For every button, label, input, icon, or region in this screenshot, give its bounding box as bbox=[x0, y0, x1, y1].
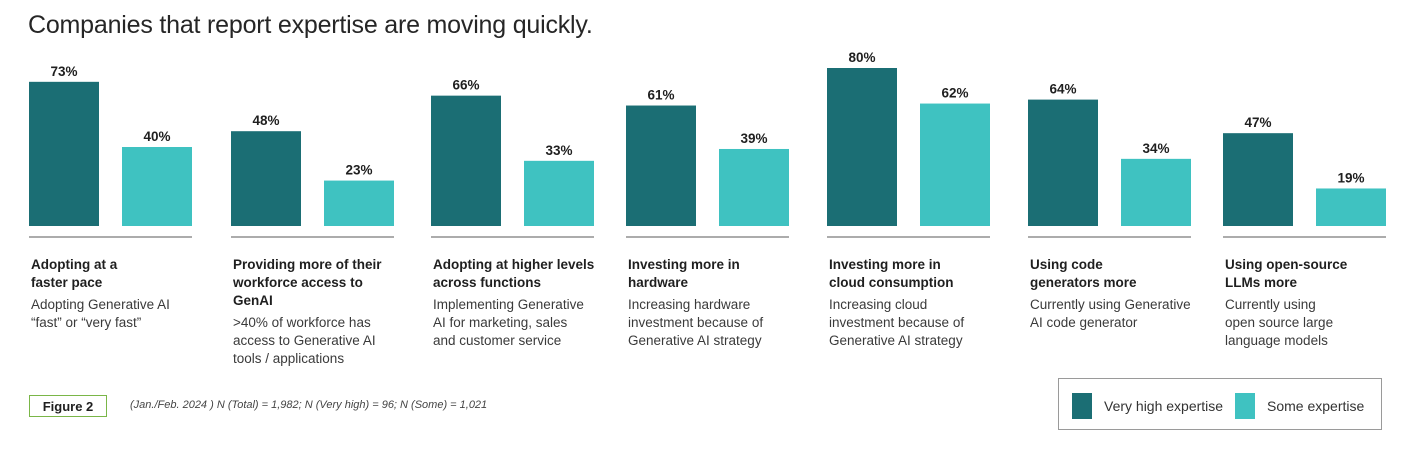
legend-item-some: Some expertise bbox=[1235, 393, 1364, 419]
legend-swatch-some bbox=[1235, 393, 1255, 419]
legend-label-some: Some expertise bbox=[1267, 398, 1365, 414]
category-panel: Using code generators more Currently usin… bbox=[1030, 256, 1205, 332]
bar-value-label: 19% bbox=[1337, 170, 1364, 185]
category-description: Implementing Generative AI for marketing… bbox=[433, 297, 584, 348]
bar-some bbox=[324, 180, 394, 226]
bar-value-label: 39% bbox=[740, 131, 767, 146]
category-heading: Investing more in hardware bbox=[628, 257, 740, 290]
chart-title: Companies that report expertise are movi… bbox=[28, 11, 593, 39]
category-heading: Adopting at a faster pace bbox=[31, 257, 118, 290]
category-description: Increasing cloud investment because of G… bbox=[829, 297, 965, 348]
bar-value-label: 73% bbox=[50, 64, 77, 79]
bar-very-high bbox=[29, 81, 99, 226]
figure-label: Figure 2 bbox=[29, 395, 107, 417]
category-description: Increasing hardware investment because o… bbox=[628, 297, 764, 348]
bar-value-label: 48% bbox=[252, 113, 279, 128]
bar-some bbox=[1121, 158, 1191, 226]
bar-some bbox=[1316, 188, 1386, 226]
category-description: Adopting Generative AI “fast” or “very f… bbox=[31, 297, 170, 330]
bar-some bbox=[719, 148, 789, 226]
category-heading: Using code generators more bbox=[1030, 257, 1137, 290]
category-heading: Adopting at higher levels across functio… bbox=[433, 257, 595, 290]
bar-value-label: 64% bbox=[1049, 82, 1076, 97]
category-panel: Using open-source LLMs more Currently usi… bbox=[1225, 256, 1400, 350]
category-description: Currently using Generative AI code gener… bbox=[1030, 297, 1191, 330]
legend: Very high expertise Some expertise bbox=[1058, 378, 1382, 430]
bar-very-high bbox=[827, 68, 897, 226]
bar-value-label: 33% bbox=[545, 143, 572, 158]
category-heading: Using open-source LLMs more bbox=[1225, 257, 1348, 290]
bar-very-high bbox=[1028, 99, 1098, 226]
category-panel: Adopting at higher levels across functio… bbox=[433, 256, 608, 350]
category-description: Currently using open source large langua… bbox=[1225, 297, 1334, 348]
bar-value-label: 62% bbox=[941, 86, 968, 101]
legend-swatch-very-high bbox=[1072, 393, 1092, 419]
category-panel: Adopting at a faster pace Adopting Genera… bbox=[31, 256, 206, 332]
bar-value-label: 23% bbox=[345, 163, 372, 178]
legend-label-very-high: Very high expertise bbox=[1104, 398, 1224, 414]
bar-very-high bbox=[1223, 133, 1293, 226]
category-panel: Investing more in cloud consumption Incre… bbox=[829, 256, 1004, 350]
bar-some bbox=[524, 160, 594, 226]
category-panel: Investing more in hardware Increasing har… bbox=[628, 256, 803, 350]
bar-very-high bbox=[431, 95, 501, 227]
bar-some bbox=[122, 147, 192, 226]
bar-very-high bbox=[626, 105, 696, 226]
legend-item-very-high: Very high expertise bbox=[1072, 393, 1223, 419]
footnote: (Jan./Feb. 2024 ) N (Total) = 1,982; N (… bbox=[130, 399, 488, 411]
bar-value-label: 34% bbox=[1142, 141, 1169, 156]
category-description: >40% of workforce has access to Generati… bbox=[233, 315, 376, 366]
bar-very-high bbox=[231, 131, 301, 226]
bar-value-label: 61% bbox=[647, 88, 674, 103]
category-heading: Investing more in cloud consumption bbox=[829, 257, 954, 290]
category-panel: Providing more of their workforce access… bbox=[233, 256, 408, 368]
bar-some bbox=[920, 103, 990, 226]
bar-value-label: 47% bbox=[1244, 115, 1271, 130]
bar-value-label: 80% bbox=[848, 50, 875, 65]
bar-value-label: 66% bbox=[452, 78, 479, 93]
category-heading: Providing more of their workforce access… bbox=[233, 257, 382, 308]
bar-value-label: 40% bbox=[143, 129, 170, 144]
